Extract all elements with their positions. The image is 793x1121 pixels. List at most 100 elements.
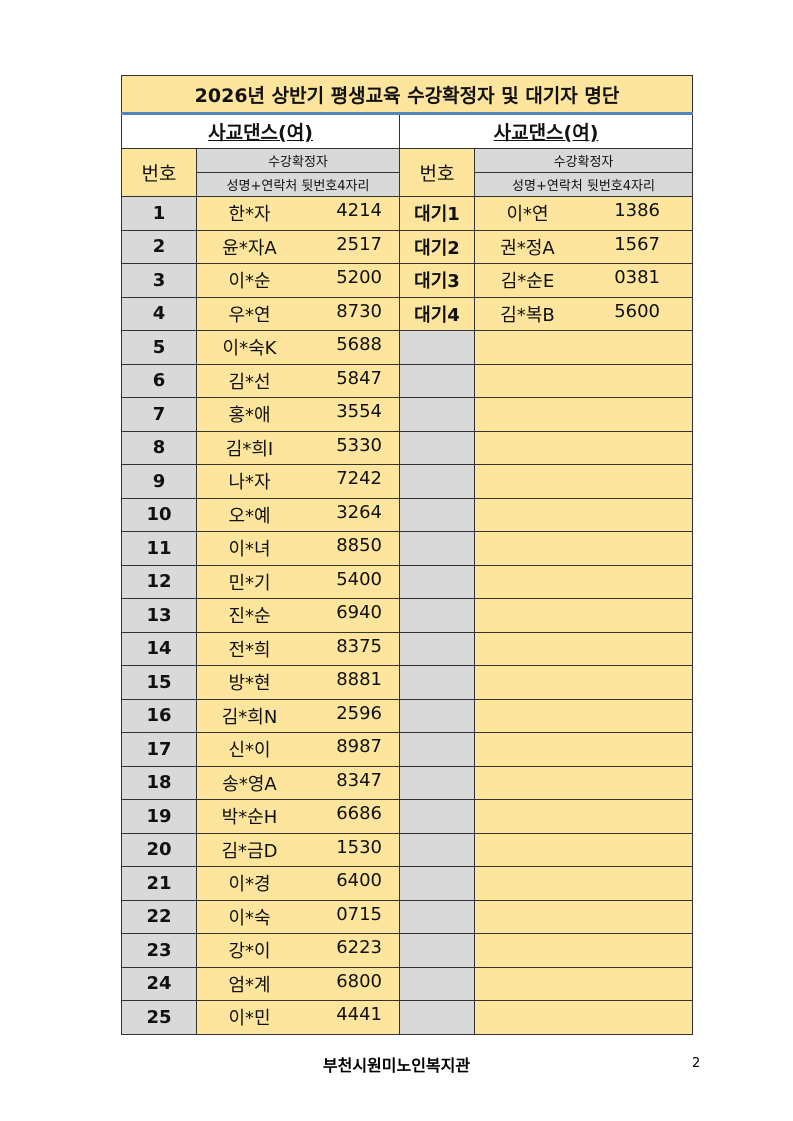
- row-number: 2: [121, 229, 197, 264]
- confirmed-entry: 진*순 6940: [196, 598, 400, 633]
- row-number: 18: [121, 765, 197, 800]
- waiting-number: [399, 330, 475, 365]
- waiting-number: [399, 832, 475, 867]
- phone-last4: 7242: [336, 468, 382, 490]
- table-row: 8 김*희I 5330: [121, 430, 694, 465]
- row-number: 15: [121, 665, 197, 700]
- name: 김*금D: [221, 840, 278, 862]
- table-row: 7 홍*애 3554: [121, 397, 694, 432]
- confirmed-entry: 김*희N 2596: [196, 698, 400, 733]
- waiting-number: [399, 899, 475, 934]
- table-row: 1 한*자 4214 대기1 이*연 1386: [121, 196, 694, 231]
- name: 김*복B: [500, 304, 555, 326]
- waiting-number: [399, 732, 475, 767]
- row-number: 19: [121, 799, 197, 834]
- roster-sheet: 2026년 상반기 평생교육 수강확정자 및 대기자 명단 사교댄스(여) 사교…: [120, 75, 694, 1035]
- left-header-detail: 성명+연락처 뒷번호4자리: [196, 172, 400, 197]
- waiting-number: [399, 765, 475, 800]
- page-number: 2: [692, 1056, 701, 1071]
- waiting-number: [399, 464, 475, 499]
- waiting-entry: [473, 933, 694, 968]
- table-row: 2 윤*자A 2517 대기2 권*정A 1567: [121, 229, 694, 264]
- confirmed-entry: 김*희I 5330: [196, 430, 400, 465]
- table-row: 16 김*희N 2596: [121, 698, 694, 733]
- table-row: 10 오*예 3264: [121, 497, 694, 532]
- confirmed-entry: 박*순H 6686: [196, 799, 400, 834]
- waiting-entry: [473, 397, 694, 432]
- waiting-number: [399, 933, 475, 968]
- waiting-entry: [473, 564, 694, 599]
- waiting-number: [399, 866, 475, 901]
- name: 송*영A: [222, 773, 277, 795]
- phone-last4: 4214: [336, 200, 382, 222]
- waiting-entry: [473, 531, 694, 566]
- name: 진*순: [228, 606, 271, 628]
- right-section-title: 사교댄스(여): [398, 113, 694, 149]
- waiting-number: [399, 966, 475, 1001]
- phone-last4: 4441: [336, 1004, 382, 1026]
- waiting-entry: [473, 966, 694, 1001]
- name: 이*숙: [228, 907, 271, 929]
- name: 이*숙K: [222, 338, 277, 360]
- name: 김*희N: [221, 706, 278, 728]
- phone-last4: 2596: [336, 702, 382, 724]
- phone-last4: 0381: [614, 267, 660, 289]
- waiting-entry: [473, 832, 694, 867]
- waiting-number: 대기4: [399, 296, 475, 331]
- name: 김*희I: [225, 438, 274, 460]
- phone-last4: 5330: [336, 434, 382, 456]
- confirmed-entry: 이*경 6400: [196, 866, 400, 901]
- table-row: 11 이*녀 8850: [121, 531, 694, 566]
- waiting-entry: 권*정A 1567: [473, 229, 694, 264]
- phone-last4: 8730: [336, 300, 382, 322]
- row-number: 12: [121, 564, 197, 599]
- confirmed-entry: 이*숙K 5688: [196, 330, 400, 365]
- name: 전*희: [228, 639, 271, 661]
- phone-last4: 8987: [336, 736, 382, 758]
- name: 오*예: [228, 505, 271, 527]
- row-number: 4: [121, 296, 197, 331]
- phone-last4: 5600: [614, 300, 660, 322]
- table-row: 4 우*연 8730 대기4 김*복B 5600: [121, 296, 694, 331]
- phone-last4: 8881: [336, 669, 382, 691]
- phone-last4: 5400: [336, 568, 382, 590]
- page-title: 2026년 상반기 평생교육 수강확정자 및 대기자 명단: [120, 75, 694, 115]
- waiting-entry: [473, 799, 694, 834]
- waiting-entry: [473, 598, 694, 633]
- row-number: 22: [121, 899, 197, 934]
- waiting-entry: 이*연 1386: [473, 196, 694, 231]
- waiting-entry: [473, 698, 694, 733]
- waiting-number: [399, 665, 475, 700]
- waiting-entry: [473, 631, 694, 666]
- waiting-entry: [473, 665, 694, 700]
- waiting-entry: [473, 430, 694, 465]
- confirmed-entry: 김*금D 1530: [196, 832, 400, 867]
- table-row: 21 이*경 6400: [121, 866, 694, 901]
- phone-last4: 5847: [336, 367, 382, 389]
- phone-last4: 3264: [336, 501, 382, 523]
- waiting-entry: [473, 330, 694, 365]
- confirmed-entry: 홍*애 3554: [196, 397, 400, 432]
- waiting-entry: [473, 899, 694, 934]
- row-number: 21: [121, 866, 197, 901]
- name: 우*연: [228, 304, 271, 326]
- confirmed-entry: 엄*계 6800: [196, 966, 400, 1001]
- row-number: 6: [121, 363, 197, 398]
- name: 이*연: [506, 204, 549, 226]
- name: 신*이: [228, 740, 271, 762]
- name: 강*이: [228, 941, 271, 963]
- confirmed-entry: 송*영A 8347: [196, 765, 400, 800]
- waiting-number: 대기2: [399, 229, 475, 264]
- row-number: 17: [121, 732, 197, 767]
- waiting-number: [399, 799, 475, 834]
- row-number: 24: [121, 966, 197, 1001]
- waiting-number: [399, 531, 475, 566]
- phone-last4: 2517: [336, 233, 382, 255]
- table-row: 24 엄*계 6800: [121, 966, 694, 1001]
- row-number: 13: [121, 598, 197, 633]
- table-row: 23 강*이 6223: [121, 933, 694, 968]
- confirmed-entry: 강*이 6223: [196, 933, 400, 968]
- row-number: 9: [121, 464, 197, 499]
- name: 한*자: [228, 204, 271, 226]
- table-row: 14 전*희 8375: [121, 631, 694, 666]
